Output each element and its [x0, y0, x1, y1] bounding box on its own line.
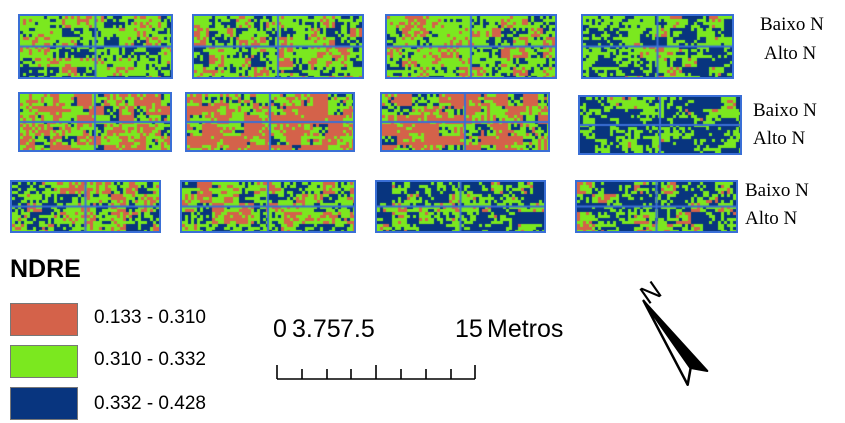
row2-label-alto: Alto N — [753, 128, 806, 149]
row2-label-baixo: Baixo N — [753, 100, 817, 121]
row1-label-alto: Alto N — [764, 43, 817, 64]
plot-r1-c4 — [581, 14, 734, 79]
legend-swatch-high — [10, 387, 78, 420]
legend-swatch-low — [10, 303, 78, 336]
plot-r3-c2 — [180, 180, 356, 233]
scale-bar — [276, 365, 476, 380]
north-label: N — [634, 275, 667, 310]
plot-r1-c3 — [385, 14, 557, 79]
scale-label-75: 7.5 — [340, 315, 375, 343]
plot-r2-c2 — [185, 92, 355, 152]
row1-label-baixo: Baixo N — [760, 14, 824, 35]
scale-label-0: 0 — [273, 315, 287, 343]
plot-r1-c1 — [18, 14, 173, 79]
plot-r3-c3 — [375, 180, 546, 233]
legend-label-high: 0.332 - 0.428 — [94, 393, 206, 414]
legend-swatch-mid — [10, 345, 78, 378]
legend-label-low: 0.133 - 0.310 — [94, 307, 206, 328]
row3-label-alto: Alto N — [745, 208, 798, 229]
plot-r2-c4 — [578, 95, 742, 155]
scale-unit: Metros — [487, 315, 564, 343]
scale-label-15: 15 — [455, 315, 483, 343]
plot-r2-c1 — [18, 92, 172, 152]
plot-r3-c4 — [575, 180, 738, 233]
row3-label-baixo: Baixo N — [745, 180, 809, 201]
legend-label-mid: 0.310 - 0.332 — [94, 349, 206, 370]
legend-title: NDRE — [10, 255, 81, 283]
plot-r3-c1 — [10, 180, 161, 233]
scale-label-375: 3.75 — [292, 315, 341, 343]
north-arrow-icon: N — [634, 275, 709, 386]
plot-r2-c3 — [380, 92, 550, 152]
plot-r1-c2 — [192, 14, 364, 79]
